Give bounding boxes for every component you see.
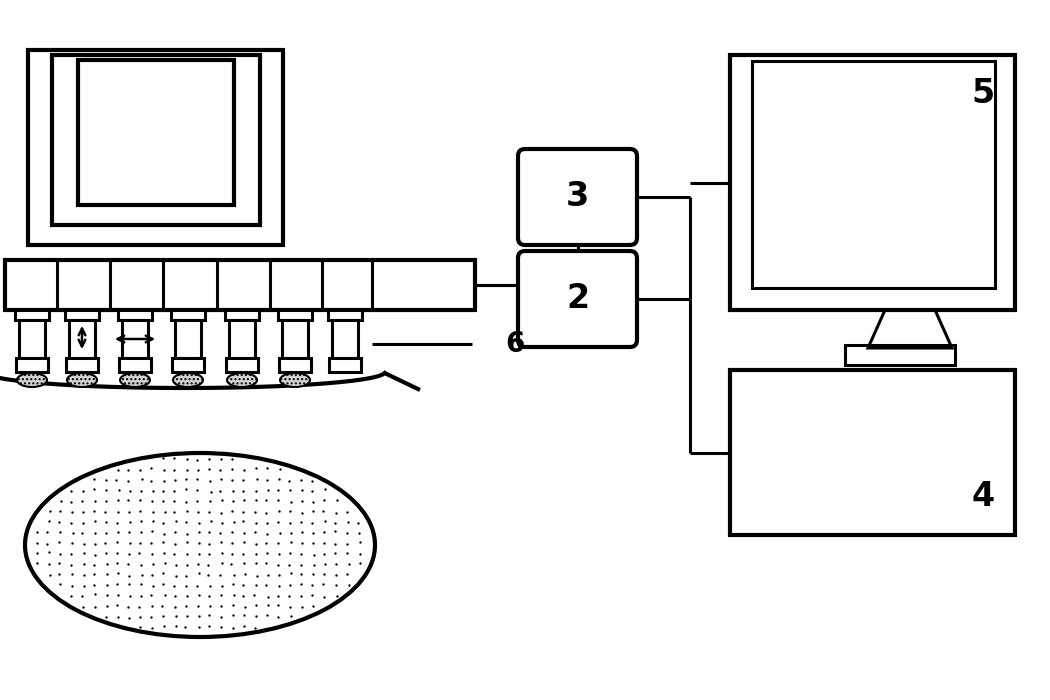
Text: 2: 2: [566, 283, 589, 316]
Text: 5: 5: [971, 76, 994, 109]
Bar: [78, 60, 234, 205]
Bar: [279, 358, 311, 372]
Bar: [752, 61, 995, 288]
Bar: [66, 358, 98, 372]
Ellipse shape: [25, 453, 375, 637]
Bar: [845, 345, 956, 365]
Bar: [229, 320, 255, 358]
FancyBboxPatch shape: [518, 251, 637, 347]
Bar: [69, 320, 94, 358]
Text: 4: 4: [971, 480, 994, 514]
Bar: [730, 370, 1015, 535]
Bar: [172, 358, 204, 372]
FancyBboxPatch shape: [518, 149, 637, 245]
Bar: [329, 358, 361, 372]
Bar: [65, 310, 99, 320]
Bar: [5, 260, 475, 310]
Bar: [328, 310, 362, 320]
Bar: [175, 320, 201, 358]
Bar: [28, 50, 284, 245]
Ellipse shape: [227, 373, 257, 387]
Bar: [16, 358, 48, 372]
Ellipse shape: [67, 373, 97, 387]
Bar: [278, 310, 312, 320]
Bar: [119, 358, 151, 372]
Ellipse shape: [120, 373, 150, 387]
Bar: [332, 320, 358, 358]
Ellipse shape: [280, 373, 310, 387]
Ellipse shape: [173, 373, 203, 387]
Bar: [282, 320, 308, 358]
Bar: [122, 320, 148, 358]
Bar: [15, 310, 49, 320]
Bar: [118, 310, 152, 320]
Bar: [226, 358, 258, 372]
Bar: [730, 55, 1015, 310]
Bar: [19, 320, 45, 358]
Bar: [171, 310, 205, 320]
Bar: [52, 55, 260, 225]
Text: 6: 6: [505, 330, 524, 358]
Text: 3: 3: [566, 181, 589, 214]
Bar: [225, 310, 259, 320]
Ellipse shape: [17, 373, 47, 387]
